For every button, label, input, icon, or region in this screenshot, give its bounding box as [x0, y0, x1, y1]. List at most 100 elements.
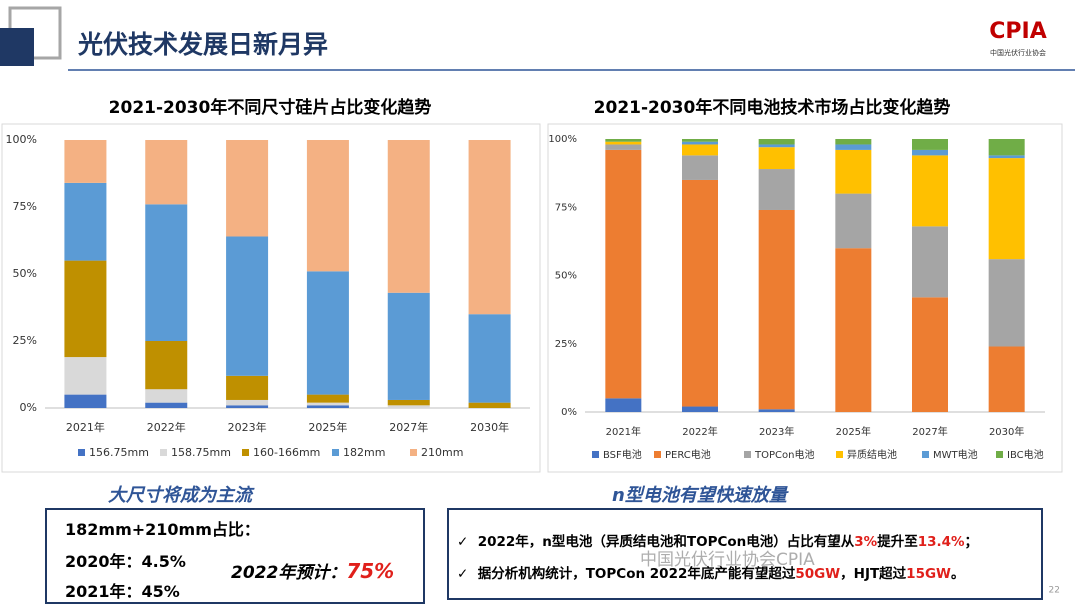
bar-segment	[758, 409, 795, 412]
bar-segment	[145, 204, 188, 341]
bar-segment	[145, 402, 188, 408]
note-line: 2021年：45%	[65, 582, 180, 601]
bullet-text: 提升至	[877, 534, 918, 550]
x-tick-label: 2021年	[66, 420, 105, 434]
slide-title: 光伏技术发展日新月异	[77, 30, 328, 59]
y-tick-label: 50%	[555, 271, 577, 282]
bar-segment	[226, 236, 269, 376]
bar-segment	[64, 394, 107, 408]
bar-segment	[468, 314, 511, 403]
x-tick-label: 2025年	[308, 420, 347, 434]
bar-segment	[758, 144, 795, 148]
legend-label: 210mm	[421, 446, 463, 459]
legend-swatch	[242, 449, 249, 456]
bar-segment	[226, 405, 269, 408]
bar-segment	[682, 406, 718, 412]
bullet-text: ，HJT超过	[840, 566, 907, 582]
bar-segment	[835, 149, 872, 194]
bar-segment	[64, 182, 107, 261]
bar-segment	[387, 405, 430, 408]
bullet-text: 。	[950, 566, 965, 582]
bar-segment	[387, 399, 430, 406]
bar-segment	[64, 140, 107, 183]
y-tick-label: 100%	[6, 133, 37, 146]
legend-swatch	[996, 451, 1003, 458]
bar-segment	[387, 140, 430, 293]
bar-segment	[387, 292, 430, 400]
x-tick-label: 2027年	[389, 420, 428, 434]
bar-segment	[912, 297, 948, 412]
note-box: ✓ 2022年，n型电池（异质结电池和TOPCon电池）占比有望从3%提升至13…	[447, 508, 1043, 600]
bar-segment	[988, 139, 1025, 156]
bar-segment	[306, 394, 349, 403]
bar-segment	[682, 139, 718, 142]
bar-segment	[605, 398, 642, 412]
legend-label: 158.75mm	[171, 446, 231, 459]
y-tick-label: 0%	[20, 401, 37, 414]
bar-segment	[682, 179, 718, 407]
bar-segment	[605, 139, 642, 142]
legend-label: BSF电池	[603, 448, 642, 461]
forecast-value: 75%	[346, 559, 395, 583]
note-box: 182mm+210mm占比： 2020年：4.5% 2021年：45% 2022…	[45, 508, 425, 604]
title-block	[0, 28, 34, 66]
page-number: 22	[1049, 586, 1060, 596]
legend-swatch	[592, 451, 599, 458]
watermark: 中国光伏行业协会CPIA	[640, 550, 815, 570]
bar-segment	[682, 141, 718, 145]
logo-subtitle: 中国光伏行业协会	[990, 48, 1046, 57]
y-tick-label: 25%	[555, 339, 577, 350]
bullet-text: ；	[964, 534, 979, 550]
bar-segment	[64, 260, 107, 358]
chart-title: 2021-2030年不同尺寸硅片占比变化趋势	[109, 97, 432, 118]
bar-segment	[306, 405, 349, 408]
x-tick-label: 2022年	[682, 425, 717, 438]
bar-segment	[988, 259, 1025, 347]
legend-label: IBC电池	[1007, 448, 1044, 461]
bar-segment	[758, 139, 795, 145]
bar-segment	[682, 155, 718, 180]
legend-label: 156.75mm	[89, 446, 149, 459]
legend-label: 160-166mm	[253, 446, 320, 459]
bullet: ✓ 2022年，n型电池（异质结电池和TOPCon电池）占比有望从3%提升至13…	[457, 534, 979, 550]
bar-segment	[835, 139, 872, 145]
x-tick-label: 2030年	[989, 425, 1024, 438]
bar-segment	[912, 155, 948, 227]
y-tick-label: 100%	[548, 134, 577, 145]
legend-swatch	[654, 451, 661, 458]
x-tick-label: 2030年	[470, 420, 509, 434]
bar-segment	[468, 140, 511, 315]
bar-segment	[912, 149, 948, 156]
legend-label: MWT电池	[933, 448, 978, 461]
legend-swatch	[922, 451, 929, 458]
legend-label: TOPCon电池	[754, 448, 814, 461]
x-tick-label: 2021年	[606, 425, 641, 438]
legend-swatch	[160, 449, 167, 456]
bar-segment	[682, 144, 718, 156]
y-tick-label: 0%	[561, 407, 577, 418]
bullet-text: 据分析机构统计，TOPCon 2022年底产能有望超过	[477, 566, 796, 582]
legend-label: 182mm	[343, 446, 385, 459]
bullet-text: 15GW	[906, 566, 951, 582]
bullet-text: 2022年，n型电池（异质结电池和TOPCon电池）占比有望从	[477, 534, 855, 550]
bar-segment	[605, 141, 642, 145]
bar-segment	[145, 341, 188, 390]
bar-segment	[64, 357, 107, 395]
note-line: 182mm+210mm占比：	[65, 520, 260, 539]
x-tick-label: 2027年	[912, 425, 947, 438]
legend-swatch	[744, 451, 751, 458]
bar-segment	[306, 271, 349, 395]
bar-segment	[226, 399, 269, 406]
bar-segment	[145, 140, 188, 205]
legend-swatch	[78, 449, 85, 456]
bar-segment	[758, 209, 795, 410]
note-line: 2020年：4.5%	[65, 552, 186, 571]
bar-segment	[605, 144, 642, 150]
chart-frame	[1, 123, 541, 473]
x-tick-label: 2023年	[759, 425, 794, 438]
logo: CPIA	[989, 19, 1046, 44]
legend-swatch	[836, 451, 843, 458]
x-tick-label: 2025年	[836, 425, 871, 438]
y-tick-label: 50%	[13, 267, 37, 280]
